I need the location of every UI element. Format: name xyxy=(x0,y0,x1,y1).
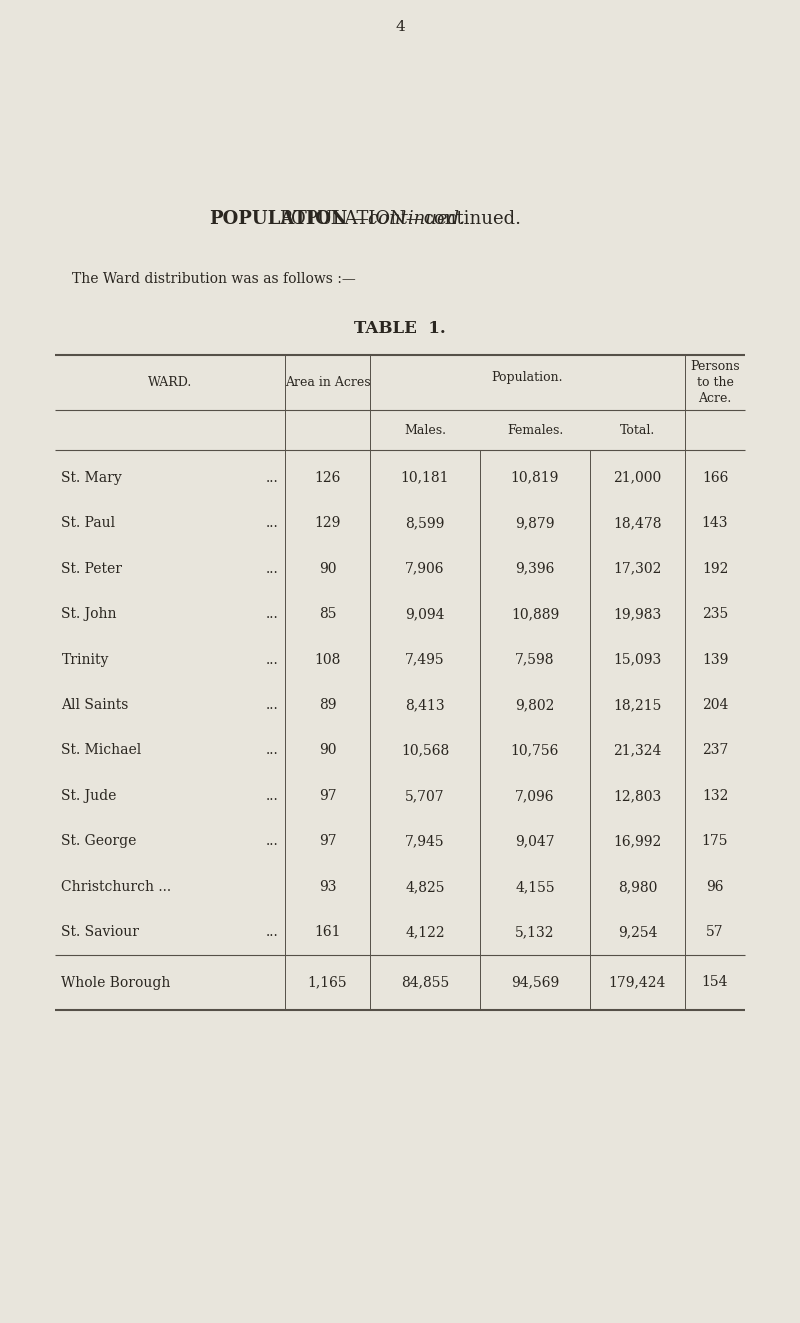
Text: ...: ... xyxy=(266,789,278,803)
Text: 192: 192 xyxy=(702,562,728,576)
Text: 93: 93 xyxy=(318,880,336,894)
Text: TABLE  1.: TABLE 1. xyxy=(354,320,446,337)
Text: 9,396: 9,396 xyxy=(515,562,554,576)
Text: 235: 235 xyxy=(702,607,728,620)
Text: 90: 90 xyxy=(318,562,336,576)
Text: 97: 97 xyxy=(318,835,336,848)
Text: ...: ... xyxy=(266,835,278,848)
Text: ...: ... xyxy=(266,516,278,531)
Text: ...: ... xyxy=(266,562,278,576)
Text: Trinity: Trinity xyxy=(62,652,109,667)
Text: St. Michael: St. Michael xyxy=(62,744,142,758)
Text: Persons
to the
Acre.: Persons to the Acre. xyxy=(690,360,740,405)
Text: 19,983: 19,983 xyxy=(614,607,662,620)
Text: St. Jude: St. Jude xyxy=(62,789,117,803)
Text: ...: ... xyxy=(266,471,278,484)
Text: 96: 96 xyxy=(706,880,724,894)
Text: 10,181: 10,181 xyxy=(401,471,450,484)
Text: Total.: Total. xyxy=(620,423,655,437)
Text: 10,568: 10,568 xyxy=(401,744,449,758)
Text: 17,302: 17,302 xyxy=(614,562,662,576)
Text: 8,413: 8,413 xyxy=(405,699,445,712)
Text: 9,254: 9,254 xyxy=(618,925,658,939)
Text: 15,093: 15,093 xyxy=(614,652,662,667)
Text: All Saints: All Saints xyxy=(62,699,129,712)
Text: 4,122: 4,122 xyxy=(405,925,445,939)
Text: 204: 204 xyxy=(702,699,728,712)
Text: 108: 108 xyxy=(314,652,341,667)
Text: Males.: Males. xyxy=(404,423,446,437)
Text: ...: ... xyxy=(266,652,278,667)
Text: 5,707: 5,707 xyxy=(405,789,445,803)
Text: 94,569: 94,569 xyxy=(511,975,559,990)
Text: 9,802: 9,802 xyxy=(515,699,554,712)
Text: ...: ... xyxy=(266,925,278,939)
Text: 129: 129 xyxy=(314,516,341,531)
Text: 12,803: 12,803 xyxy=(614,789,662,803)
Text: 7,906: 7,906 xyxy=(406,562,445,576)
Text: 237: 237 xyxy=(702,744,728,758)
Text: St. Mary: St. Mary xyxy=(62,471,122,484)
Text: 21,000: 21,000 xyxy=(614,471,662,484)
Text: 7,945: 7,945 xyxy=(405,835,445,848)
Text: 18,215: 18,215 xyxy=(614,699,662,712)
Text: 89: 89 xyxy=(318,699,336,712)
Text: 8,980: 8,980 xyxy=(618,880,657,894)
Text: 57: 57 xyxy=(706,925,724,939)
Text: 139: 139 xyxy=(702,652,728,667)
Text: 90: 90 xyxy=(318,744,336,758)
Text: St. Saviour: St. Saviour xyxy=(62,925,139,939)
Text: ...: ... xyxy=(266,607,278,620)
Text: 161: 161 xyxy=(314,925,341,939)
Text: 1,165: 1,165 xyxy=(308,975,347,990)
Text: 18,478: 18,478 xyxy=(614,516,662,531)
Text: 16,992: 16,992 xyxy=(614,835,662,848)
Text: St. John: St. John xyxy=(62,607,117,620)
Text: —continued.: —continued. xyxy=(350,210,465,228)
Text: 143: 143 xyxy=(702,516,728,531)
Text: 10,889: 10,889 xyxy=(511,607,559,620)
Text: 7,495: 7,495 xyxy=(405,652,445,667)
Text: 154: 154 xyxy=(702,975,728,990)
Text: WARD.: WARD. xyxy=(148,376,192,389)
Text: 10,756: 10,756 xyxy=(511,744,559,758)
Text: St. Peter: St. Peter xyxy=(62,562,122,576)
Text: POPULATION—continued.: POPULATION—continued. xyxy=(279,210,521,228)
Text: Christchurch ...: Christchurch ... xyxy=(62,880,171,894)
Text: 166: 166 xyxy=(702,471,728,484)
Text: 4,825: 4,825 xyxy=(406,880,445,894)
Text: 21,324: 21,324 xyxy=(614,744,662,758)
Text: 10,819: 10,819 xyxy=(511,471,559,484)
Text: 97: 97 xyxy=(318,789,336,803)
Text: 5,132: 5,132 xyxy=(515,925,554,939)
Text: The Ward distribution was as follows :—: The Ward distribution was as follows :— xyxy=(72,273,356,286)
Text: 85: 85 xyxy=(318,607,336,620)
Text: 175: 175 xyxy=(702,835,728,848)
Text: 4,155: 4,155 xyxy=(515,880,555,894)
Text: ...: ... xyxy=(266,744,278,758)
Text: 84,855: 84,855 xyxy=(401,975,449,990)
Text: POPULATION: POPULATION xyxy=(210,210,348,228)
Text: 4: 4 xyxy=(395,20,405,34)
Text: 179,424: 179,424 xyxy=(609,975,666,990)
Text: 9,094: 9,094 xyxy=(406,607,445,620)
Text: 9,879: 9,879 xyxy=(515,516,554,531)
Text: St. George: St. George xyxy=(62,835,137,848)
Text: 126: 126 xyxy=(314,471,341,484)
Text: St. Paul: St. Paul xyxy=(62,516,115,531)
Text: Whole Borough: Whole Borough xyxy=(62,975,170,990)
Text: Area in Acres: Area in Acres xyxy=(285,376,370,389)
Text: Females.: Females. xyxy=(507,423,563,437)
Text: Population.: Population. xyxy=(492,370,563,384)
Text: 7,096: 7,096 xyxy=(515,789,554,803)
Text: 132: 132 xyxy=(702,789,728,803)
Text: 9,047: 9,047 xyxy=(515,835,555,848)
Text: ...: ... xyxy=(266,699,278,712)
Text: 7,598: 7,598 xyxy=(515,652,554,667)
Text: 8,599: 8,599 xyxy=(406,516,445,531)
